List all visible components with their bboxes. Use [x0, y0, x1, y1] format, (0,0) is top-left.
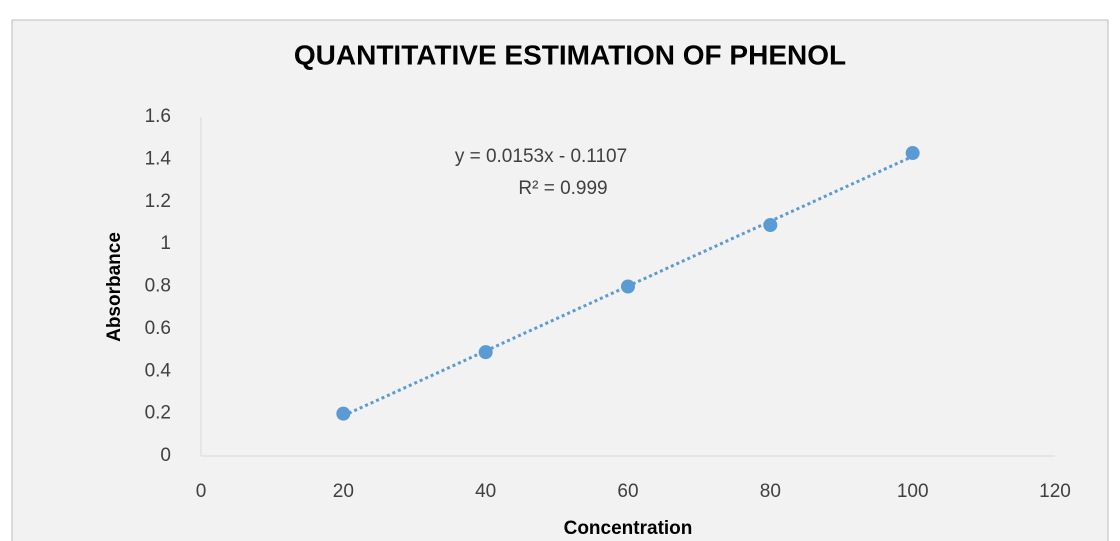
data-point — [336, 406, 351, 421]
x-tick-label: 40 — [475, 481, 496, 502]
y-tick-label: 1.6 — [145, 106, 171, 127]
x-tick-label: 0 — [196, 481, 207, 502]
data-point — [905, 146, 920, 161]
x-tick-label: 80 — [760, 481, 781, 502]
x-tick-label: 60 — [617, 481, 638, 502]
x-tick-label: 100 — [897, 481, 929, 502]
chart-title: QUANTITATIVE ESTIMATION OF PHENOL — [294, 39, 846, 70]
trendline-r-squared: R² = 0.999 — [518, 178, 607, 199]
x-axis-title: Concentration — [564, 518, 693, 539]
data-point — [621, 279, 635, 294]
y-axis-title: Absorbance — [104, 232, 125, 342]
x-tick-label: 20 — [333, 481, 354, 502]
data-point — [763, 218, 778, 233]
x-tick-label: 120 — [1039, 481, 1071, 502]
y-tick-label: 1 — [160, 233, 171, 254]
data-point — [478, 345, 493, 360]
y-tick-label: 0 — [160, 445, 171, 466]
y-tick-label: 0.8 — [145, 276, 171, 297]
chart-area — [11, 19, 1109, 541]
y-tick-label: 0.6 — [145, 318, 171, 339]
y-tick-label: 1.4 — [145, 148, 172, 169]
trendline-equation: y = 0.0153x - 0.1107 — [455, 146, 627, 167]
y-tick-label: 1.2 — [145, 191, 171, 212]
y-tick-label: 0.2 — [145, 403, 171, 424]
y-tick-label: 0.4 — [145, 360, 172, 381]
